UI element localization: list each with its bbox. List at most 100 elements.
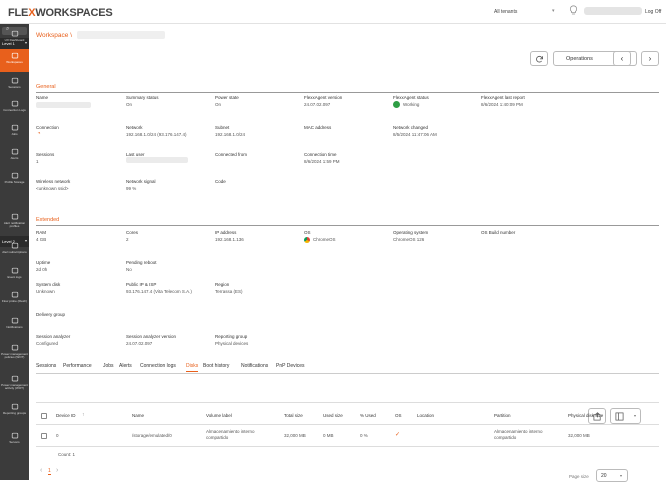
sidebar-item-label: Workspaces bbox=[6, 60, 23, 64]
server-icon bbox=[11, 432, 18, 439]
tenant-selector[interactable]: All tenants bbox=[494, 9, 518, 15]
field-value: 8/6/2024 1:59 PM bbox=[304, 159, 340, 164]
sidebar-item-label: Reporting groups bbox=[2, 411, 26, 415]
field-label: Summary status bbox=[126, 95, 159, 100]
sidebar-item-8[interactable]: Alert notification profiles bbox=[0, 210, 29, 233]
lightbulb-icon[interactable] bbox=[569, 5, 578, 17]
notification-icon bbox=[11, 317, 18, 324]
column-header[interactable]: Device ID bbox=[56, 413, 76, 418]
breadcrumb[interactable]: Workspace \ bbox=[36, 32, 73, 39]
column-chooser-button[interactable]: ▾ bbox=[610, 408, 641, 424]
field-value: 2 bbox=[126, 237, 129, 242]
field-label: Sessions bbox=[36, 152, 55, 157]
sidebar-item-13[interactable]: Power management policies (WOT) bbox=[0, 341, 29, 364]
column-header[interactable]: Volume label bbox=[206, 413, 232, 418]
sidebar-level-1[interactable]: Level 1 ▾ bbox=[0, 38, 29, 49]
field-label: Public IP & ISP bbox=[126, 282, 157, 287]
tab-disks[interactable]: Disks bbox=[186, 363, 199, 372]
previous-workspace-button[interactable]: ‹ bbox=[613, 51, 631, 66]
column-header[interactable]: % Used bbox=[360, 413, 376, 418]
field-value: 8/6/2024 1:40:09 PM bbox=[481, 102, 523, 107]
row-checkbox[interactable] bbox=[41, 433, 47, 439]
sort-arrow-icon[interactable]: ↑ bbox=[82, 412, 85, 418]
sidebar-item-label: Power management activity (WOT) bbox=[1, 383, 28, 391]
sidebar-item-4[interactable]: Connection Logs bbox=[0, 97, 29, 120]
sidebar-item-14[interactable]: Power management activity (WOT) bbox=[0, 372, 29, 395]
tab-connection-logs[interactable]: Connection logs bbox=[140, 363, 176, 369]
sidebar-item-16[interactable]: Servers bbox=[0, 429, 29, 452]
field-value: ChromeOS 126 bbox=[393, 237, 425, 242]
bell-icon bbox=[11, 148, 18, 155]
column-header[interactable]: Partition bbox=[494, 413, 511, 418]
tab-alerts[interactable]: Alerts bbox=[119, 363, 132, 369]
column-header[interactable]: Total size bbox=[284, 413, 303, 418]
tab-jobs[interactable]: Jobs bbox=[103, 363, 114, 369]
sidebar-item-2[interactable]: Workspaces bbox=[0, 49, 29, 72]
tab-boot-history[interactable]: Boot history bbox=[203, 363, 230, 369]
table-cell-physical-size: 32,000 MB bbox=[568, 433, 590, 438]
chevron-down-icon: ▾ bbox=[619, 473, 622, 478]
field-value: 2d 0h bbox=[36, 267, 48, 272]
extended-section-title: Extended bbox=[36, 217, 60, 223]
tab-sessions[interactable]: Sessions bbox=[36, 363, 57, 369]
table-cell-partition: Almacenamiento interno compartido bbox=[494, 429, 543, 440]
field-label: Operating system bbox=[393, 230, 429, 235]
power-chart-icon bbox=[11, 344, 18, 351]
next-workspace-button[interactable]: › bbox=[641, 51, 659, 66]
field-label: Network bbox=[126, 125, 143, 130]
sidebar-item-3[interactable]: Sessions bbox=[0, 74, 29, 97]
export-button[interactable] bbox=[588, 408, 606, 424]
field-value: 1 bbox=[36, 159, 39, 164]
refresh-button[interactable] bbox=[530, 51, 548, 66]
sidebar-item-15[interactable]: Reporting groups bbox=[0, 400, 29, 423]
tab-performance[interactable]: Performance bbox=[63, 363, 92, 369]
field-label: Wireless network bbox=[36, 179, 71, 184]
sidebar-item-5[interactable]: Jobs bbox=[0, 121, 29, 144]
sidebar-item-label: Notifications bbox=[6, 325, 23, 329]
tab-notifications[interactable]: Notifications bbox=[241, 363, 269, 369]
sidebar-item-7[interactable]: Profile Storage bbox=[0, 169, 29, 192]
wifi-icon: ◔ bbox=[37, 131, 41, 137]
log-off-link[interactable]: Log Off bbox=[645, 9, 662, 15]
column-header[interactable]: Name bbox=[132, 413, 145, 418]
next-page-button[interactable]: › bbox=[56, 467, 59, 474]
field-value: 24.07.02.097 bbox=[304, 102, 331, 107]
export-icon bbox=[593, 412, 601, 421]
page-number[interactable]: 1 bbox=[48, 468, 51, 475]
sidebar-item-label: Jobs bbox=[11, 132, 18, 136]
column-header[interactable]: Location bbox=[417, 413, 435, 418]
field-value: 93.176.147.4 (Vita Telecom S.A.) bbox=[126, 289, 192, 294]
status-ok-icon bbox=[393, 101, 400, 108]
main-content: Workspace \ Operations▾ ‹ › General Name… bbox=[29, 24, 666, 482]
sidebar-item-9[interactable]: Alert subscriptions bbox=[0, 239, 29, 262]
document-icon bbox=[11, 124, 18, 131]
sidebar-item-12[interactable]: Notifications bbox=[0, 314, 29, 337]
flexxworkspaces-logo[interactable]: FLEXWORKSPACES bbox=[8, 7, 113, 19]
sidebar-item-1[interactable]: UX Dashboard bbox=[0, 27, 29, 50]
chevron-down-icon[interactable]: ▾ bbox=[552, 8, 555, 14]
sidebar-item-label: Flow probe (FlexF) bbox=[1, 299, 28, 303]
table-cell-used-size: 0 MB bbox=[323, 433, 334, 438]
sidebar-item-11[interactable]: Flow probe (FlexF) bbox=[0, 288, 29, 311]
field-label: System disk bbox=[36, 282, 61, 287]
sidebar-item-10[interactable]: Event logs bbox=[0, 264, 29, 287]
page-size-select[interactable]: 20 ▾ bbox=[596, 469, 628, 482]
info-icon bbox=[11, 213, 18, 220]
sidebar-item-label: Servers bbox=[9, 440, 20, 444]
field-label: IP address bbox=[215, 230, 237, 235]
column-header[interactable]: OS bbox=[395, 413, 402, 418]
sidebar-level-2[interactable]: Level 2 ▾ bbox=[0, 236, 29, 247]
column-header[interactable]: Physical disk size bbox=[568, 413, 604, 418]
previous-page-button[interactable]: ‹ bbox=[40, 467, 43, 474]
field-label: Reporting group bbox=[215, 334, 248, 339]
table-cell-volume-label: Almacenamiento interno compartido bbox=[206, 429, 255, 440]
column-header[interactable]: Used size bbox=[323, 413, 343, 418]
tab-pnp-devices[interactable]: PnP Devices bbox=[276, 363, 305, 369]
power-icon bbox=[11, 375, 18, 382]
refresh-icon bbox=[536, 55, 543, 63]
table-cell-name: /storage/emulated/0 bbox=[132, 433, 172, 438]
divider bbox=[36, 402, 659, 403]
field-label: Session analyzer version bbox=[126, 334, 177, 339]
sidebar-item-6[interactable]: Alerts bbox=[0, 145, 29, 168]
select-all-checkbox[interactable] bbox=[41, 413, 47, 419]
